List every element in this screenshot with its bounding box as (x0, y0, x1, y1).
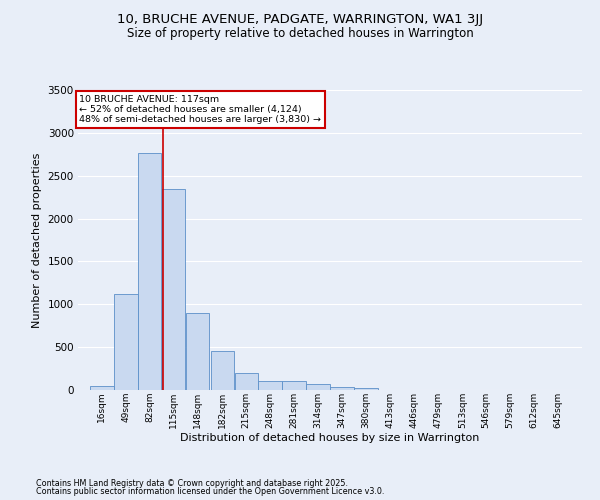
Bar (259, 380, 282, 390)
Bar (211, 352, 234, 390)
Bar (138, 154, 161, 390)
Bar (354, 388, 377, 390)
Text: Size of property relative to detached houses in Warrington: Size of property relative to detached ho… (127, 28, 473, 40)
Bar (330, 388, 353, 390)
Text: Contains HM Land Registry data © Crown copyright and database right 2025.: Contains HM Land Registry data © Crown c… (36, 478, 348, 488)
Bar (186, 313, 209, 390)
Text: 10 BRUCHE AVENUE: 117sqm
← 52% of detached houses are smaller (4,124)
48% of sem: 10 BRUCHE AVENUE: 117sqm ← 52% of detach… (79, 94, 322, 124)
Bar (162, 190, 185, 390)
Bar (235, 373, 258, 390)
Bar (283, 382, 306, 390)
Bar (307, 384, 330, 390)
Text: 10, BRUCHE AVENUE, PADGATE, WARRINGTON, WA1 3JJ: 10, BRUCHE AVENUE, PADGATE, WARRINGTON, … (117, 12, 483, 26)
Y-axis label: Number of detached properties: Number of detached properties (32, 152, 42, 328)
Bar (114, 294, 137, 390)
X-axis label: Distribution of detached houses by size in Warrington: Distribution of detached houses by size … (181, 434, 479, 444)
Bar (90, 386, 113, 390)
Text: Contains public sector information licensed under the Open Government Licence v3: Contains public sector information licen… (36, 488, 385, 496)
